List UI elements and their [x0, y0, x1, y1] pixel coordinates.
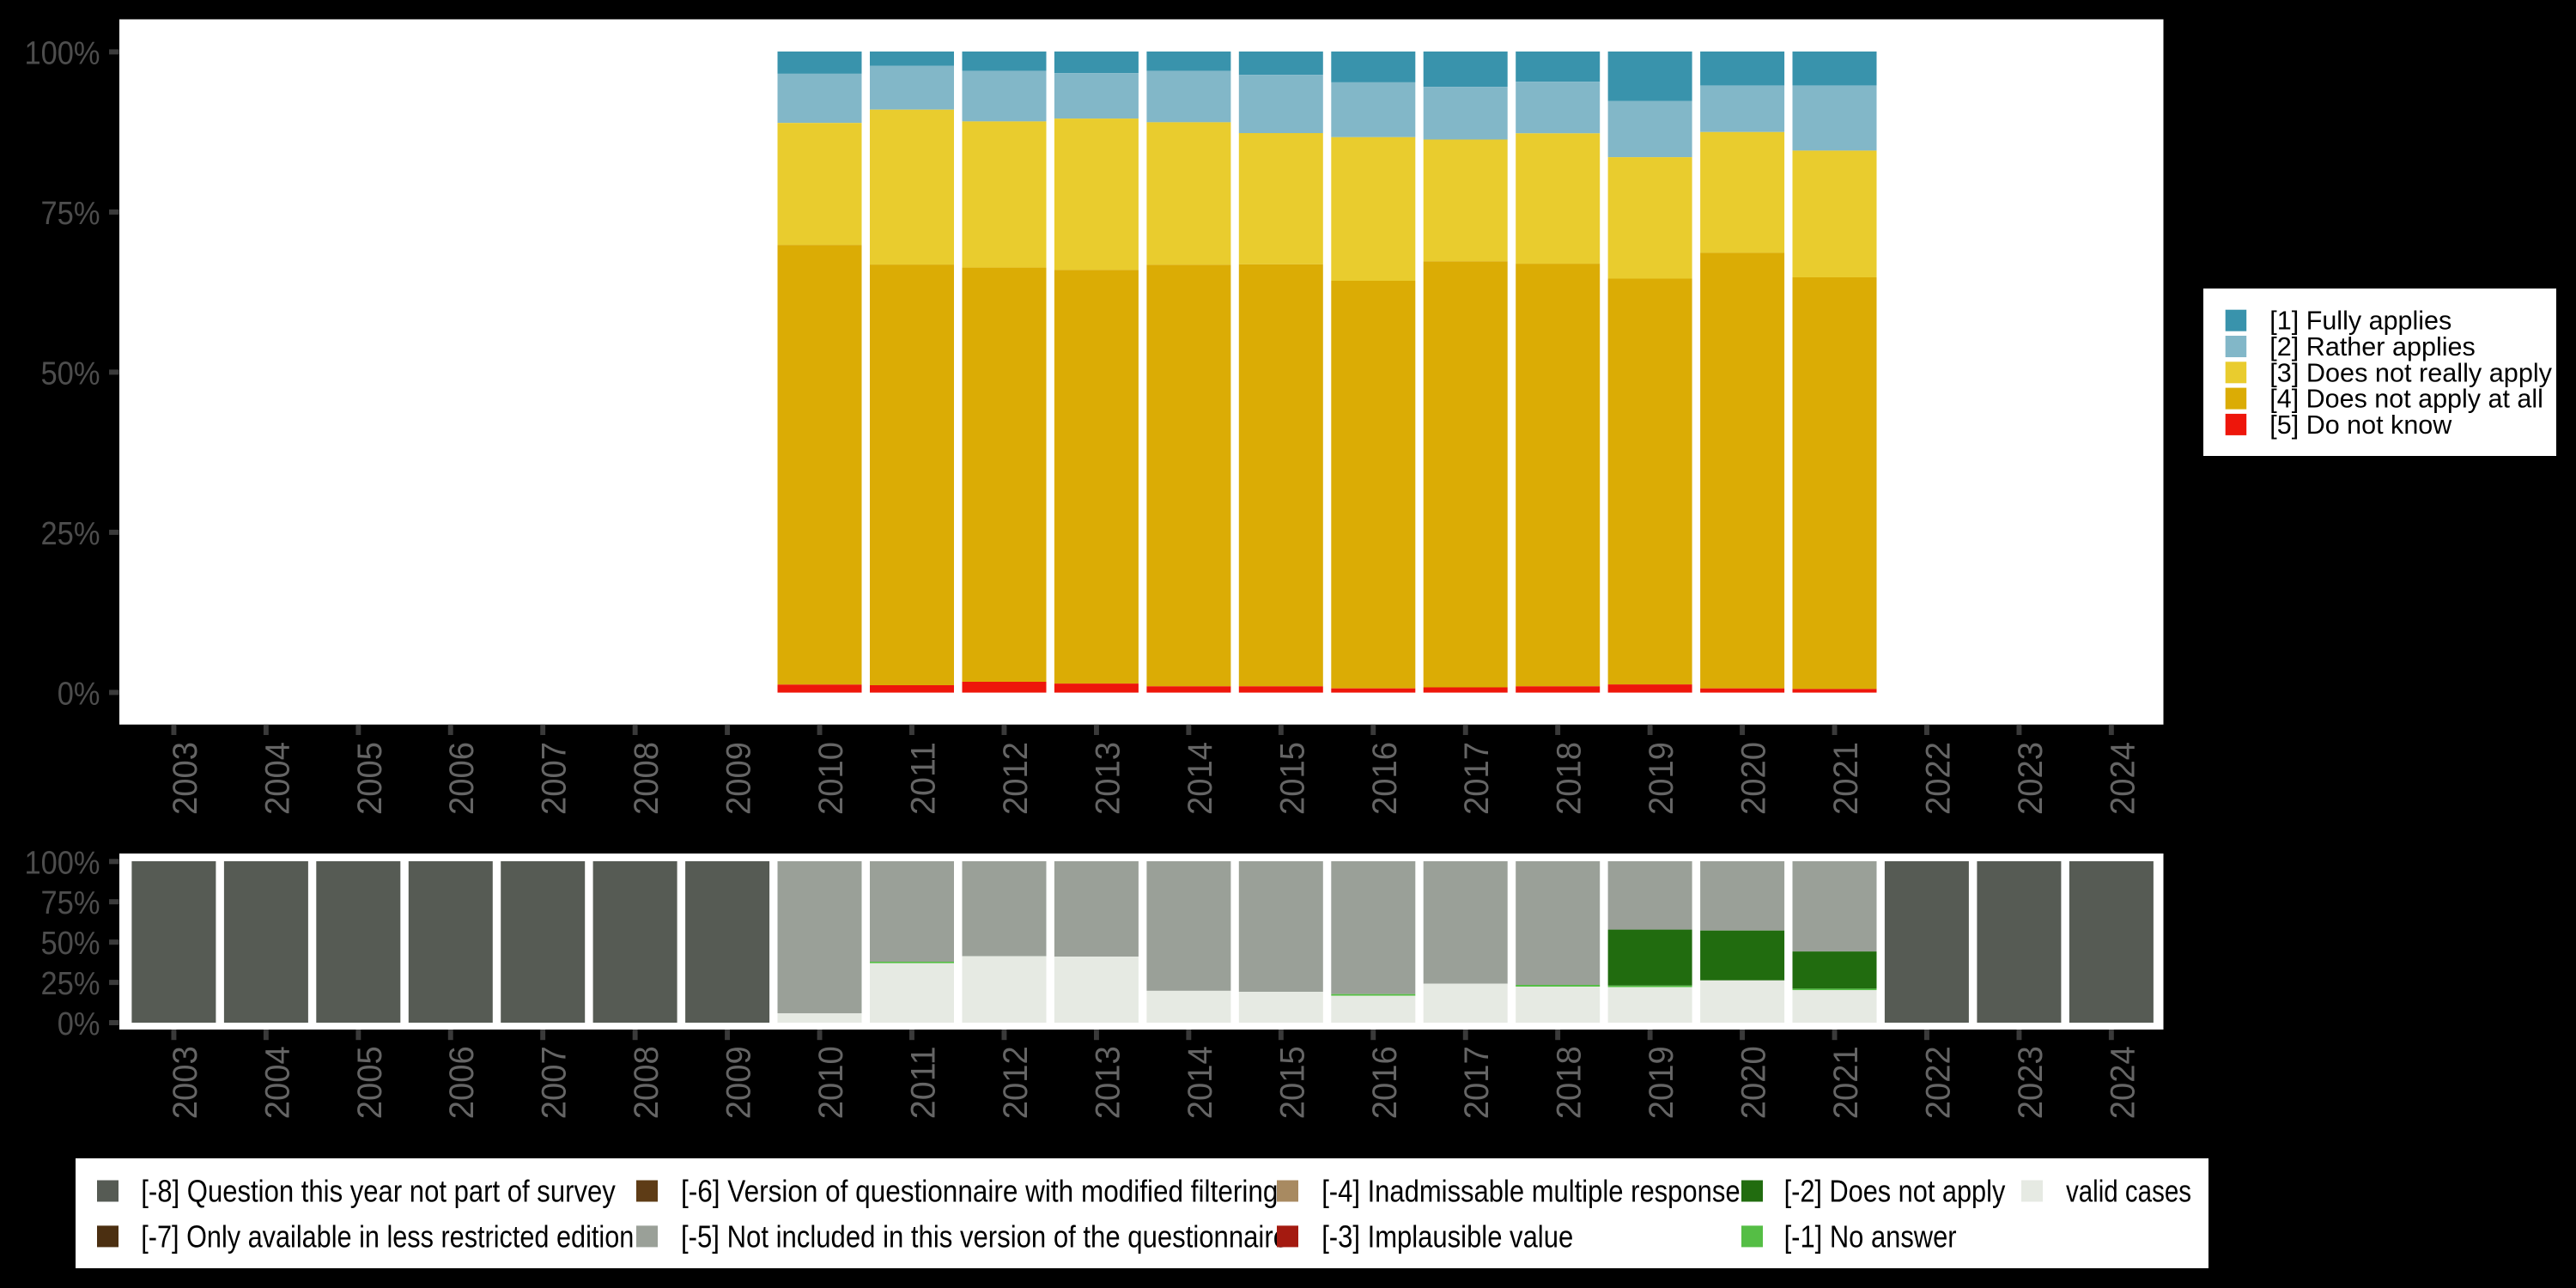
svg-text:25%: 25% [41, 966, 100, 1002]
svg-text:100%: 100% [25, 845, 100, 881]
svg-text:2021: 2021 [1827, 742, 1865, 815]
svg-text:50%: 50% [41, 926, 100, 962]
svg-text:2014: 2014 [1182, 742, 1219, 815]
svg-text:50%: 50% [41, 355, 100, 392]
svg-text:75%: 75% [41, 196, 100, 232]
svg-text:[-7] Only available in less re: [-7] Only available in less restricted e… [141, 1218, 634, 1254]
svg-text:2015: 2015 [1273, 742, 1311, 815]
svg-text:2023: 2023 [2012, 742, 2050, 815]
svg-text:valid cases: valid cases [2066, 1174, 2191, 1209]
svg-text:2019: 2019 [1643, 742, 1680, 815]
svg-text:0%: 0% [58, 1006, 100, 1042]
svg-text:2006: 2006 [443, 1046, 481, 1119]
svg-text:[-1] No answer: [-1] No answer [1784, 1218, 1957, 1254]
svg-text:[-5] Not included in this vers: [-5] Not included in this version of the… [681, 1218, 1288, 1254]
svg-text:2010: 2010 [812, 742, 850, 815]
svg-text:2018: 2018 [1551, 742, 1589, 815]
svg-text:2017: 2017 [1458, 742, 1496, 815]
svg-text:2005: 2005 [351, 1046, 389, 1119]
svg-text:[-2] Does not apply: [-2] Does not apply [1784, 1174, 2006, 1209]
svg-text:2006: 2006 [443, 742, 481, 815]
svg-text:2021: 2021 [1827, 1046, 1865, 1119]
svg-text:2005: 2005 [351, 742, 389, 815]
svg-text:2011: 2011 [905, 742, 943, 815]
svg-text:[-4] Inadmissable multiple res: [-4] Inadmissable multiple response [1321, 1174, 1740, 1209]
svg-text:2013: 2013 [1089, 1046, 1127, 1119]
svg-text:2014: 2014 [1182, 1046, 1219, 1119]
svg-text:25%: 25% [41, 516, 100, 552]
svg-text:[-3] Implausible value: [-3] Implausible value [1321, 1218, 1573, 1254]
svg-text:2024: 2024 [2104, 742, 2142, 815]
svg-text:[5] Do not know: [5] Do not know [2269, 410, 2452, 440]
svg-text:2015: 2015 [1273, 1046, 1311, 1119]
svg-text:2022: 2022 [1919, 1046, 1957, 1119]
svg-text:2012: 2012 [997, 1046, 1035, 1119]
svg-text:0%: 0% [58, 676, 100, 712]
svg-text:2004: 2004 [258, 1046, 296, 1119]
svg-text:2009: 2009 [720, 742, 758, 815]
svg-text:2018: 2018 [1551, 1046, 1589, 1119]
svg-text:2020: 2020 [1735, 742, 1773, 815]
svg-text:[4] Does not apply at all: [4] Does not apply at all [2269, 384, 2543, 414]
svg-text:75%: 75% [41, 885, 100, 921]
svg-text:2004: 2004 [258, 742, 296, 815]
svg-text:2012: 2012 [997, 742, 1035, 815]
svg-text:[-8] Question this year not pa: [-8] Question this year not part of surv… [141, 1174, 616, 1209]
svg-text:100%: 100% [25, 35, 100, 71]
svg-text:2007: 2007 [536, 1046, 574, 1119]
svg-text:2009: 2009 [720, 1046, 758, 1119]
svg-text:2020: 2020 [1735, 1046, 1773, 1119]
svg-text:2003: 2003 [167, 1046, 204, 1119]
svg-text:2007: 2007 [536, 742, 574, 815]
svg-text:[2] Rather applies: [2] Rather applies [2269, 331, 2476, 361]
svg-text:2024: 2024 [2104, 1046, 2142, 1119]
svg-text:[1] Fully applies: [1] Fully applies [2269, 306, 2451, 336]
svg-text:2010: 2010 [812, 1046, 850, 1119]
svg-text:2011: 2011 [905, 1046, 943, 1119]
svg-text:2016: 2016 [1366, 742, 1404, 815]
svg-text:2017: 2017 [1458, 1046, 1496, 1119]
svg-text:2008: 2008 [628, 742, 665, 815]
svg-text:2019: 2019 [1643, 1046, 1680, 1119]
svg-text:[-6] Version of questionnaire: [-6] Version of questionnaire with modif… [681, 1174, 1278, 1209]
svg-text:2008: 2008 [628, 1046, 665, 1119]
svg-text:2016: 2016 [1366, 1046, 1404, 1119]
svg-text:2023: 2023 [2012, 1046, 2050, 1119]
svg-text:[3] Does not really apply: [3] Does not really apply [2269, 357, 2552, 387]
svg-text:2003: 2003 [167, 742, 204, 815]
svg-text:2013: 2013 [1089, 742, 1127, 815]
svg-text:2022: 2022 [1919, 742, 1957, 815]
